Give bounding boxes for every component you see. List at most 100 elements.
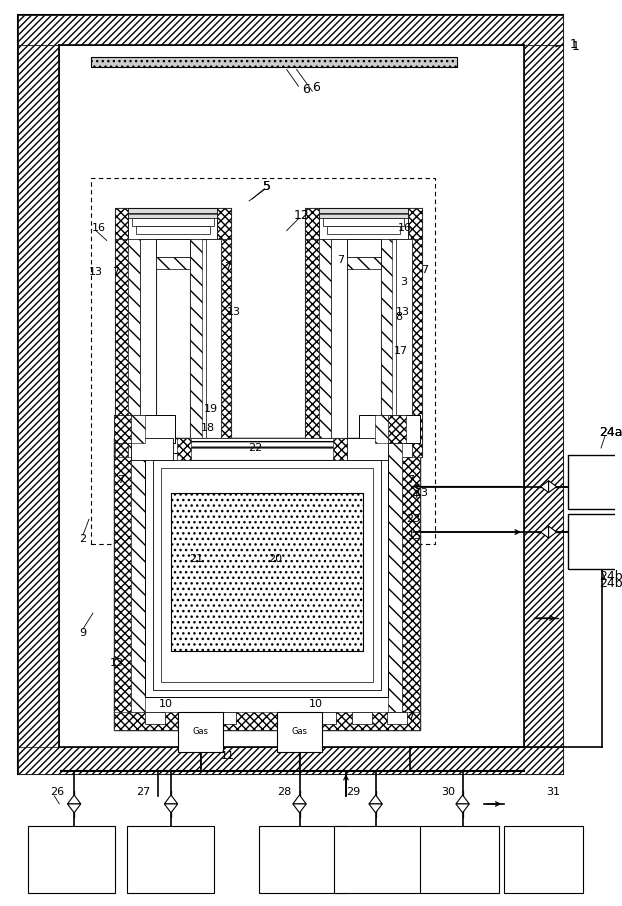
Text: 7: 7 <box>407 475 414 485</box>
Bar <box>319 207 408 239</box>
Bar <box>305 239 347 457</box>
Text: 16: 16 <box>92 223 106 233</box>
Bar <box>381 239 392 457</box>
Bar <box>146 712 165 724</box>
Bar <box>374 416 389 443</box>
Text: 18: 18 <box>200 423 215 433</box>
Bar <box>136 226 210 234</box>
Bar <box>114 207 129 239</box>
Bar <box>129 207 218 239</box>
Bar <box>408 207 422 239</box>
Bar <box>259 825 346 893</box>
Bar <box>114 239 156 457</box>
Bar <box>319 239 331 457</box>
Polygon shape <box>164 795 178 804</box>
Bar <box>347 257 381 269</box>
Text: 24a: 24a <box>599 426 622 439</box>
Text: 21: 21 <box>188 554 203 564</box>
Polygon shape <box>549 526 557 538</box>
Text: 23: 23 <box>406 515 420 525</box>
Text: 13: 13 <box>109 658 124 668</box>
Bar <box>402 439 420 729</box>
Bar <box>218 207 231 239</box>
Bar <box>347 439 389 460</box>
Bar <box>131 439 173 460</box>
Polygon shape <box>541 526 549 538</box>
Polygon shape <box>541 481 549 493</box>
Bar <box>131 439 146 712</box>
Bar <box>114 712 420 729</box>
Bar <box>141 239 156 457</box>
Bar <box>381 239 422 457</box>
Text: 16: 16 <box>398 223 412 233</box>
Text: 12: 12 <box>294 209 309 222</box>
Text: 31: 31 <box>547 787 560 797</box>
Bar <box>18 15 564 775</box>
Text: 13: 13 <box>89 267 103 277</box>
Bar <box>569 455 622 509</box>
Text: 15: 15 <box>408 531 422 541</box>
Polygon shape <box>549 481 557 493</box>
Bar <box>216 712 236 724</box>
Bar <box>18 15 564 44</box>
Text: 22: 22 <box>248 443 262 453</box>
Bar <box>389 416 406 443</box>
Bar <box>190 439 347 460</box>
Text: 7: 7 <box>112 267 119 277</box>
Text: Gas: Gas <box>193 728 208 737</box>
Bar <box>305 207 319 239</box>
Text: 8: 8 <box>395 312 402 322</box>
Bar <box>129 207 218 217</box>
Bar <box>190 439 347 448</box>
Text: 19: 19 <box>203 403 218 413</box>
Text: 29: 29 <box>346 787 360 797</box>
Bar <box>334 825 421 893</box>
Bar <box>126 825 213 893</box>
Bar <box>388 712 407 724</box>
Text: 26: 26 <box>50 787 65 797</box>
Polygon shape <box>293 804 306 813</box>
Bar <box>420 825 499 893</box>
Bar <box>114 207 231 239</box>
Text: 6: 6 <box>302 82 310 96</box>
Bar <box>331 239 347 457</box>
Text: 28: 28 <box>277 787 292 797</box>
Text: 7: 7 <box>338 255 345 265</box>
Bar <box>389 439 402 712</box>
Text: 2: 2 <box>80 534 86 544</box>
Text: 7: 7 <box>117 475 124 485</box>
Bar <box>114 439 420 729</box>
Bar <box>91 57 457 66</box>
Text: 24b: 24b <box>599 577 622 590</box>
Text: 7: 7 <box>422 265 429 275</box>
Bar <box>317 712 336 724</box>
Bar <box>305 207 422 239</box>
Bar <box>396 239 412 457</box>
Bar <box>114 416 131 443</box>
Text: 5: 5 <box>263 179 271 193</box>
Text: 1: 1 <box>569 38 577 52</box>
Text: 11: 11 <box>220 751 234 761</box>
Bar <box>114 439 131 729</box>
Bar <box>131 416 146 443</box>
Polygon shape <box>67 795 81 804</box>
Text: 13: 13 <box>415 487 429 497</box>
Bar <box>156 239 190 257</box>
Text: 30: 30 <box>441 787 455 797</box>
Bar <box>305 239 319 457</box>
Bar <box>504 825 583 893</box>
Text: 5: 5 <box>263 179 271 193</box>
Bar <box>91 57 457 66</box>
Polygon shape <box>369 795 383 804</box>
Bar <box>218 239 231 457</box>
Bar <box>190 239 202 457</box>
Text: 27: 27 <box>136 787 151 797</box>
Bar <box>206 239 221 457</box>
Text: 7: 7 <box>407 712 414 722</box>
Bar <box>146 453 389 697</box>
Bar <box>18 747 564 775</box>
Text: 13: 13 <box>396 306 411 317</box>
Text: 10: 10 <box>309 699 323 709</box>
Text: 1: 1 <box>572 40 579 53</box>
Bar <box>359 416 420 443</box>
